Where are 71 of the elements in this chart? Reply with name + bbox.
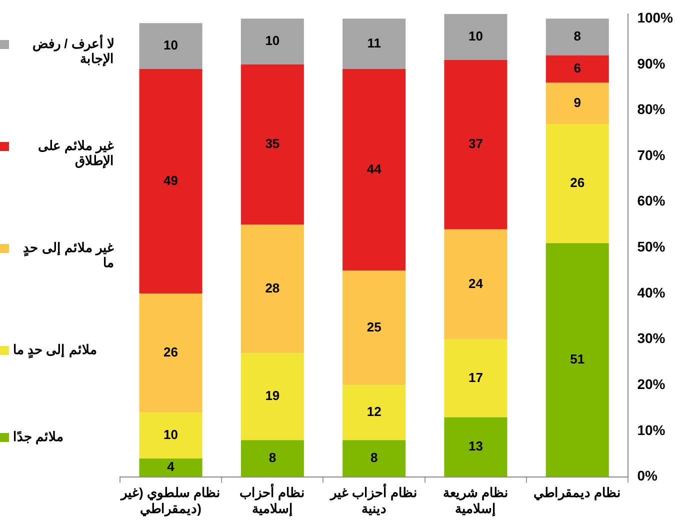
- bar: [240, 353, 304, 440]
- data-label: 44: [366, 161, 382, 176]
- legend-label: غير ملائم إلى حدٍ ما: [22, 240, 114, 270]
- bar: [342, 18, 406, 69]
- bar: [139, 294, 202, 413]
- bar: [444, 229, 508, 340]
- data-label: 12: [366, 404, 382, 420]
- bar: [444, 60, 508, 230]
- data-label: 10: [468, 28, 483, 44]
- x-tick-label: نظام سلطوي (غير ديمقراطي): [120, 485, 221, 517]
- bar: [444, 339, 508, 418]
- data-label: 13: [468, 438, 483, 454]
- y-tick-label: 90%: [637, 55, 666, 72]
- data-label: 35: [265, 136, 280, 152]
- x-tick-label: نظام ديمقراطي: [534, 485, 622, 502]
- legend-label: ملائم جدًا: [13, 429, 64, 444]
- bar: [546, 18, 609, 56]
- data-label: 26: [570, 175, 585, 190]
- data-label: 8: [268, 450, 276, 466]
- bar: [139, 23, 202, 69]
- y-tick-label: 40%: [637, 284, 666, 300]
- y-tick-label: 100%: [637, 9, 674, 26]
- data-label: 28: [265, 280, 280, 296]
- x-tick-label: نظام أحزاب إسلامية: [240, 484, 306, 517]
- y-tick-label: 50%: [637, 238, 666, 255]
- data-label: 49: [164, 172, 178, 188]
- data-label: 4: [167, 459, 176, 474]
- legend-label: غير ملائم على الإطلاق: [36, 138, 114, 168]
- bar: [546, 243, 609, 477]
- data-label: 9: [574, 94, 581, 110]
- data-label: 26: [164, 344, 178, 360]
- bar: [139, 458, 202, 477]
- data-label: 8: [574, 28, 581, 44]
- bar: [444, 14, 508, 60]
- data-label: 24: [468, 276, 484, 291]
- data-label: 6: [574, 60, 581, 76]
- x-tick-label: نظام أحزاب غير دينية: [329, 484, 418, 516]
- data-label: 17: [468, 370, 483, 385]
- data-label: 51: [570, 352, 585, 367]
- data-label: 8: [370, 450, 378, 466]
- bar: [444, 417, 508, 477]
- data-label: 10: [265, 33, 280, 48]
- bar: [342, 270, 406, 386]
- bar: [546, 55, 609, 83]
- bar: [342, 440, 406, 477]
- y-tick-label: 70%: [637, 146, 666, 163]
- data-label: 37: [468, 136, 483, 152]
- y-tick-label: 30%: [637, 330, 666, 346]
- bar: [240, 440, 304, 477]
- data-label: 11: [367, 35, 381, 50]
- bar: [240, 18, 304, 64]
- bar: [139, 412, 202, 458]
- bar: [139, 68, 202, 294]
- data-label: 10: [164, 427, 178, 442]
- y-tick-label: 10%: [637, 422, 666, 438]
- data-label: 10: [164, 38, 178, 53]
- data-label: 25: [366, 319, 382, 334]
- x-tick-label: نظام شريعة إسلامية: [442, 485, 509, 517]
- bar: [342, 68, 406, 271]
- y-tick-label: 60%: [637, 192, 666, 209]
- bar: [240, 224, 304, 354]
- bar: [546, 82, 609, 124]
- legend-label: ملائم إلى حدٍ ما: [13, 342, 97, 357]
- y-tick-label: 0%: [637, 468, 658, 484]
- y-tick-label: 20%: [637, 376, 666, 392]
- bar: [240, 64, 304, 225]
- bar: [546, 124, 609, 244]
- y-tick-label: 80%: [637, 101, 666, 118]
- legend-label: لا أعرف / رفض الإجابة: [32, 36, 114, 66]
- bar: [342, 385, 406, 440]
- data-label: 19: [265, 388, 280, 404]
